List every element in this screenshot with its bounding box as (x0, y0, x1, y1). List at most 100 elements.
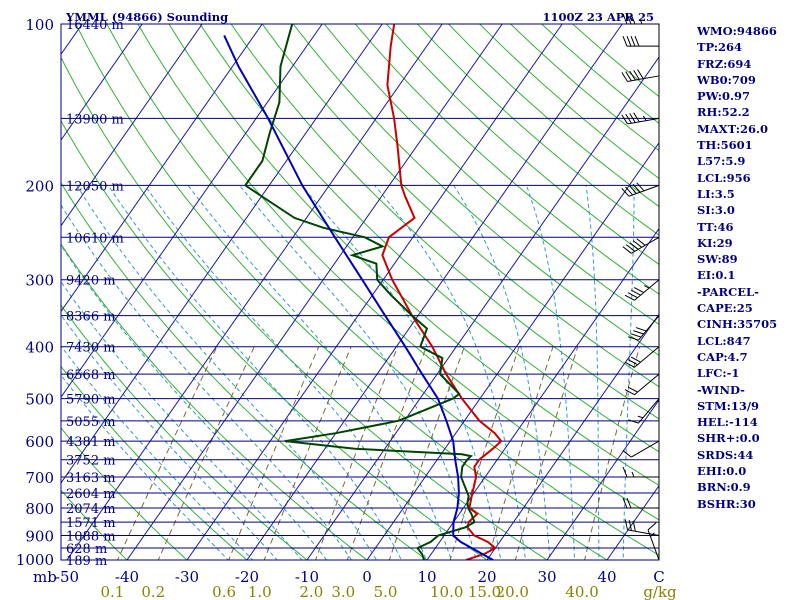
index-item: RH:52.2 (697, 105, 750, 120)
index-item: TH:5601 (697, 138, 753, 153)
pressure-label: 600 (25, 433, 54, 451)
mixing-ratio-label: 40.0 (565, 583, 598, 600)
moist-adiabat-line (453, 185, 551, 560)
wind-barbs (621, 13, 660, 561)
index-item: L57:5.9 (697, 154, 746, 169)
moist-adiabat-line (61, 204, 353, 560)
background-grid (0, 24, 659, 571)
height-labels: 16440 m 13900 m 12050 m 10610 m 9420 m 8366 m… (66, 18, 124, 569)
wind-barb (622, 466, 659, 478)
sounding-title: YMML (94866) Sounding (65, 10, 228, 24)
sounding-time: 1100Z 23 APR 25 (542, 10, 654, 24)
wind-barb (624, 346, 660, 368)
isotherm-line (61, 24, 383, 484)
index-item: LFC:-1 (697, 366, 740, 381)
isotherm-line (61, 24, 143, 141)
mixing-ratio-line (514, 346, 579, 560)
height-label: 9420 m (66, 274, 116, 289)
index-item: FRZ:694 (697, 56, 752, 71)
moist-adiabat-line (61, 280, 303, 560)
moist-adiabat-line (107, 185, 402, 560)
isotherms (0, 24, 659, 571)
index-item: HEL:-114 (697, 415, 758, 430)
index-item: LCL:956 (697, 170, 751, 185)
temperature-label: 20 (477, 568, 496, 586)
stability-indices-panel: WMO:94866 TP:264 FRZ:694 WB0:709 PW:0.97 RH:5… (697, 23, 797, 512)
index-item: BRN:0.9 (697, 480, 751, 495)
mixing-ratio-unit-label: g/kg (643, 583, 677, 600)
isotherm-line (0, 24, 22, 571)
dewpoint-profile (243, 24, 476, 560)
mixing-ratio-line (346, 346, 427, 560)
isotherm-line (546, 399, 659, 560)
index-item: TT:46 (697, 219, 734, 234)
isotherm-line (426, 227, 659, 560)
temperature-label: -50 (55, 568, 79, 586)
mixing-ratio-label: 5.0 (374, 583, 398, 600)
index-item: STM:13/9 (697, 398, 760, 413)
wind-barb (647, 522, 660, 561)
wind-barb (624, 373, 660, 396)
isotherm-line (66, 24, 443, 560)
height-label: 4381 m (66, 435, 116, 450)
mixing-ratio-label: 20.0 (496, 583, 529, 600)
index-item: MAXT:26.0 (697, 121, 768, 136)
dry-adiabats (61, 24, 659, 560)
index-item: LI:3.5 (697, 186, 735, 201)
index-item: LCL:847 (697, 333, 751, 348)
pressure-label: 700 (25, 469, 54, 487)
wind-barb (621, 112, 660, 125)
dry-adiabat-line (137, 24, 659, 521)
height-label: 13900 m (66, 112, 124, 127)
moist-adiabat-line (144, 185, 427, 560)
temperature-label: 30 (537, 568, 556, 586)
isotherm-line (246, 24, 623, 560)
temperature-label: -30 (175, 568, 199, 586)
moist-adiabat-line (585, 185, 600, 560)
temperature-label: -20 (235, 568, 259, 586)
wind-barb (622, 497, 659, 509)
height-label: 3752 m (66, 454, 116, 469)
mixing-ratio-label: 1.0 (248, 583, 272, 600)
index-item: KI:29 (697, 235, 733, 250)
height-label: 628 m (66, 542, 107, 557)
dry-adiabat-line (61, 181, 428, 560)
wind-barb (628, 315, 660, 341)
wind-barb (621, 69, 660, 82)
temperature-label: -40 (115, 568, 139, 586)
wind-barb (621, 182, 660, 197)
pressure-label: 1000 (16, 551, 54, 569)
pressure-unit-label: mb (33, 568, 57, 586)
moist-adiabat-line (239, 185, 477, 560)
index-item: CINH:35705 (697, 317, 778, 332)
index-item: WMO:94866 (697, 24, 777, 38)
height-label: 16440 m (66, 18, 124, 33)
height-label: 5790 m (66, 393, 116, 408)
pressure-labels: 100 200 300 400 500 600 700 800 900 1000 (16, 16, 54, 569)
isotherm-line (61, 24, 203, 227)
wind-barb (622, 36, 659, 47)
height-label: 1088 m (66, 529, 116, 544)
dry-adiabat-line (354, 24, 659, 295)
pressure-label: 200 (25, 177, 54, 195)
isotherm-line (126, 24, 503, 560)
pressure-label: 800 (25, 500, 54, 518)
mixing-ratio-line (487, 346, 554, 560)
parcel-profile (223, 34, 494, 560)
index-item: -WIND- (697, 382, 745, 397)
index-item: SHR+:0.0 (697, 431, 760, 446)
moist-adiabat-line (622, 185, 635, 560)
dry-adiabat-line (61, 56, 548, 560)
height-label: 7430 m (66, 341, 116, 356)
temperature-labels: mb-50 -40 -30 -20 -10 0 10 20 30 40 C (33, 568, 665, 586)
index-item: BSHR:30 (697, 496, 756, 511)
index-item: TP:264 (697, 40, 743, 55)
dry-adiabat-line (61, 365, 248, 560)
dry-adiabat-line (292, 24, 659, 356)
dry-adiabat-line (261, 24, 659, 388)
height-label: 5055 m (66, 415, 116, 430)
mixing-ratio-label: 10.0 (430, 583, 463, 600)
wind-barb (622, 440, 660, 458)
wind-barb (628, 398, 660, 424)
height-label: 10610 m (66, 231, 124, 246)
